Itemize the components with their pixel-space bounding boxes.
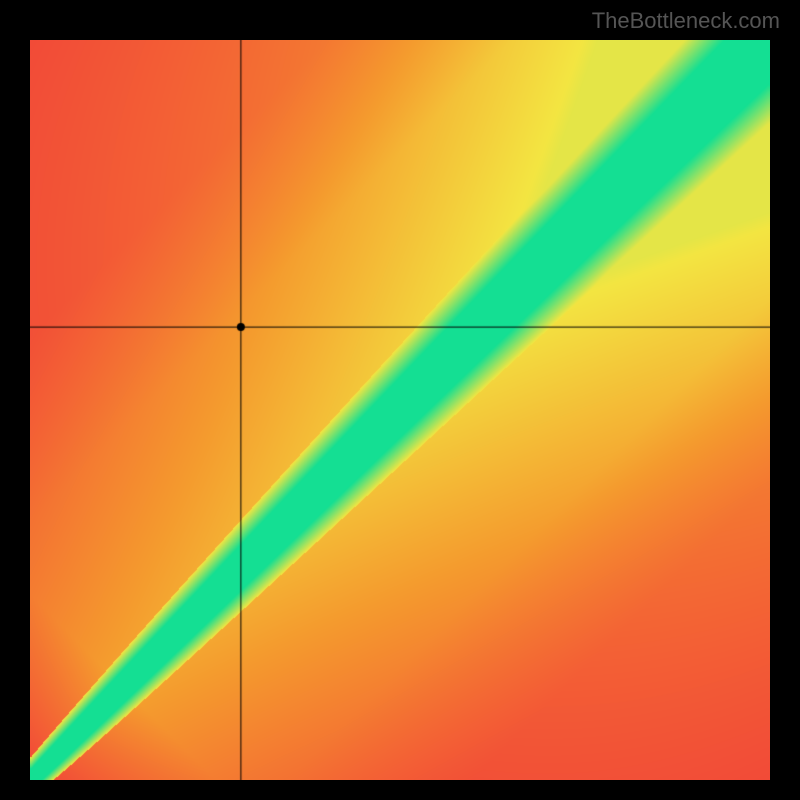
chart-container: TheBottleneck.com — [0, 0, 800, 800]
bottleneck-heatmap — [30, 40, 770, 780]
watermark-text: TheBottleneck.com — [592, 8, 780, 34]
